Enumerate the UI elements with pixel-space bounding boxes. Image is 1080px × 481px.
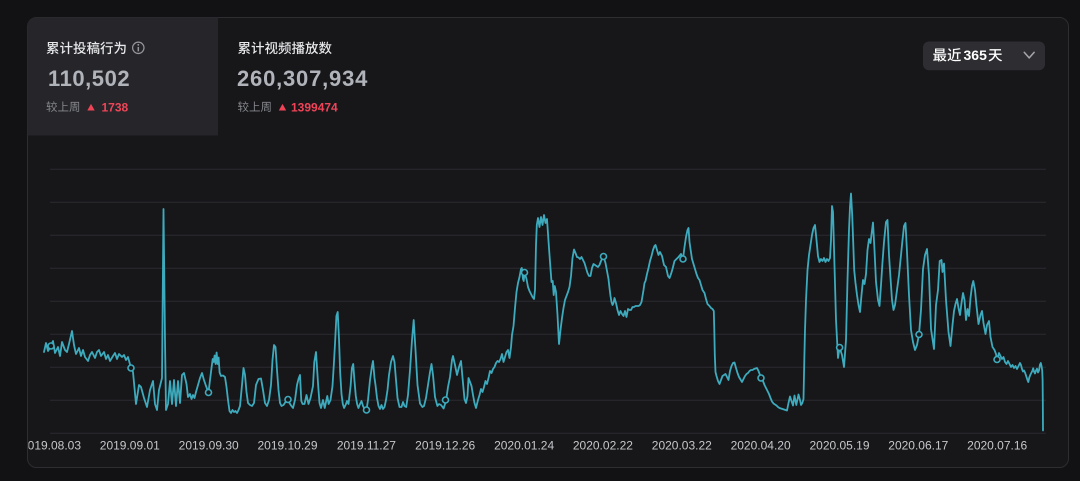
svg-text:2020.01.24: 2020.01.24 — [494, 439, 554, 453]
svg-text:2019.11.27: 2019.11.27 — [337, 439, 396, 453]
svg-text:2020.05.19: 2020.05.19 — [809, 439, 869, 453]
svg-text:365: 365 — [964, 47, 988, 63]
svg-text:2020.03.22: 2020.03.22 — [652, 439, 712, 453]
svg-text:2019.10.29: 2019.10.29 — [257, 439, 317, 453]
svg-text:2019.08.03: 2019.08.03 — [21, 439, 81, 453]
svg-text:1399474: 1399474 — [291, 101, 338, 115]
svg-text:110,502: 110,502 — [48, 66, 130, 91]
svg-text:2019.09.01: 2019.09.01 — [100, 439, 160, 453]
svg-text:2020.06.17: 2020.06.17 — [888, 439, 948, 453]
svg-text:2020.07.16: 2020.07.16 — [967, 439, 1027, 453]
svg-text:1738: 1738 — [102, 101, 129, 115]
svg-text:2019.12.26: 2019.12.26 — [415, 439, 475, 453]
svg-text:2019.09.30: 2019.09.30 — [179, 439, 239, 453]
svg-text:2020.04.20: 2020.04.20 — [731, 439, 791, 453]
svg-text:260,307,934: 260,307,934 — [237, 66, 368, 91]
svg-text:2020.02.22: 2020.02.22 — [573, 439, 633, 453]
